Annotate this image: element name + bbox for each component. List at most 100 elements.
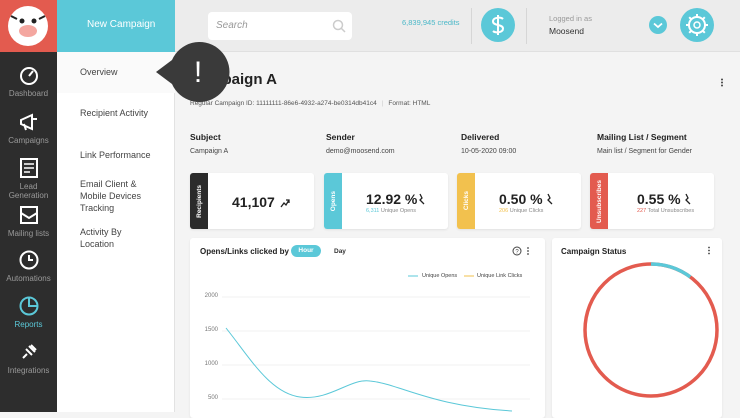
detail-label: Subject bbox=[190, 132, 221, 142]
nav-campaigns[interactable]: Campaigns bbox=[0, 111, 57, 145]
nav-reports[interactable]: Reports bbox=[0, 295, 57, 329]
status-panel: Campaign Status bbox=[552, 238, 722, 418]
submenu-header bbox=[57, 0, 175, 52]
stat-detail: 227 Total Unsubscribes bbox=[637, 208, 694, 214]
callout-icon: ! bbox=[194, 56, 202, 89]
detail-value: 10-05-2020 09:00 bbox=[461, 148, 517, 155]
stat-count-label: Total Unsubscribes bbox=[647, 208, 695, 214]
y-tick-label: 500 bbox=[207, 395, 218, 401]
nav-label: Mailing lists bbox=[7, 229, 50, 238]
campaign-id-line: Regular Campaign ID: 11111111-86e6-4932-… bbox=[190, 100, 430, 107]
divider bbox=[471, 8, 472, 44]
submenu-title[interactable]: New Campaign bbox=[87, 19, 156, 30]
y-tick-label: 1000 bbox=[204, 361, 218, 367]
more-menu[interactable] bbox=[720, 78, 724, 88]
trend-icon bbox=[280, 199, 290, 208]
stat-count-label: Unique Clicks bbox=[509, 208, 544, 214]
submenu-item[interactable]: Recipient Activity bbox=[80, 108, 149, 118]
logo-area bbox=[0, 0, 57, 52]
stat-strip: Unsubscribes bbox=[590, 173, 608, 229]
logo[interactable] bbox=[0, 0, 57, 52]
nav-label: Dashboard bbox=[8, 89, 49, 98]
stat-count: 227 bbox=[637, 208, 647, 214]
panel-title: Campaign Status bbox=[561, 247, 627, 256]
panel-title: Opens/Links clicked by bbox=[200, 247, 289, 256]
more-menu[interactable] bbox=[707, 246, 711, 256]
stat-count-label: Unique Opens bbox=[380, 208, 417, 214]
stat-detail: 6,311 Unique Opens bbox=[366, 208, 416, 214]
trend-icon bbox=[547, 193, 553, 205]
donut-chart bbox=[583, 262, 719, 398]
search-icon bbox=[332, 19, 346, 33]
grid bbox=[222, 296, 530, 400]
nav-lead-generation[interactable]: Lead Generation bbox=[0, 157, 57, 200]
submenu-selected bbox=[57, 52, 175, 93]
toggle-hour[interactable]: Hour bbox=[291, 245, 321, 257]
nav-automations[interactable]: Automations bbox=[0, 249, 57, 283]
detail-label: Sender bbox=[326, 132, 355, 142]
nav-label: Integrations bbox=[7, 366, 50, 375]
y-tick-label: 1500 bbox=[204, 327, 218, 333]
stat-label: Clicks bbox=[462, 191, 470, 211]
stat-value: 0.55 % bbox=[637, 191, 681, 207]
search-box[interactable]: Search bbox=[208, 12, 352, 40]
toggle-day[interactable]: Day bbox=[334, 248, 346, 255]
credits-button[interactable] bbox=[481, 8, 515, 42]
trend-icon bbox=[419, 193, 425, 205]
stat-strip: Recipients bbox=[190, 173, 208, 229]
detail-value: Campaign A bbox=[190, 148, 229, 155]
stat-value: 41,107 bbox=[232, 194, 275, 210]
user-dropdown[interactable] bbox=[649, 16, 667, 34]
donut-opens bbox=[583, 262, 719, 398]
submenu-item[interactable]: Overview bbox=[80, 67, 118, 77]
stat-label: Opens bbox=[329, 190, 337, 212]
stat-card: Unsubscribes 0.55 % 227 Total Unsubscrib… bbox=[590, 173, 714, 229]
stat-card: Recipients 41,107 bbox=[190, 173, 314, 229]
stat-value: 12.92 % bbox=[366, 191, 418, 207]
search-placeholder: Search bbox=[216, 20, 248, 31]
submenu-item[interactable]: Activity By Location bbox=[80, 227, 122, 249]
stat-detail: 206 Unique Clicks bbox=[499, 208, 543, 214]
trend-icon bbox=[685, 193, 691, 205]
nav-integrations[interactable]: Integrations bbox=[0, 341, 57, 375]
stat-label: Unsubscribes bbox=[595, 179, 603, 223]
divider bbox=[526, 8, 527, 44]
y-tick-label: 2000 bbox=[204, 293, 218, 299]
submenu-item[interactable]: Email Client & Mobile Devices Tracking bbox=[80, 179, 142, 213]
detail-value: demo@moosend.com bbox=[326, 148, 395, 155]
nav-label: Campaigns bbox=[8, 136, 49, 145]
detail-value: Main list / Segment for Gender bbox=[597, 148, 692, 155]
detail-label: Delivered bbox=[461, 132, 500, 142]
submenu-item[interactable]: Link Performance bbox=[80, 150, 151, 160]
stat-card: Opens 12.92 % 6,311 Unique Opens bbox=[324, 173, 448, 229]
campaign-format: Format: HTML bbox=[388, 100, 431, 107]
nav-dashboard[interactable]: Dashboard bbox=[0, 64, 57, 98]
unique-opens-line bbox=[225, 327, 513, 412]
detail-label: Mailing List / Segment bbox=[597, 132, 687, 142]
nav-label: Automations bbox=[6, 274, 51, 283]
settings-button[interactable] bbox=[680, 8, 714, 42]
stat-card: Clicks 0.50 % 206 Unique Clicks bbox=[457, 173, 581, 229]
stat-label: Recipients bbox=[195, 184, 203, 218]
nav-label: Lead Generation bbox=[8, 182, 49, 200]
credits: 6,839,945 credits bbox=[402, 18, 460, 27]
panel-icons[interactable]: ? bbox=[512, 246, 532, 256]
legend-swatch bbox=[408, 275, 418, 277]
nav-label: Reports bbox=[14, 320, 43, 329]
logged-in-label: Logged in as bbox=[549, 14, 592, 23]
line-chart bbox=[222, 296, 530, 412]
user-name: Moosend bbox=[549, 26, 584, 36]
legend-swatch bbox=[464, 275, 474, 277]
callout: ! bbox=[156, 42, 230, 102]
stat-count: 6,311 bbox=[366, 208, 380, 214]
svg-text:?: ? bbox=[515, 250, 519, 256]
nav-mailing-lists[interactable]: Mailing lists bbox=[0, 204, 57, 238]
campaign-id: Regular Campaign ID: 11111111-86e6-4932-… bbox=[190, 100, 377, 107]
stat-value: 0.50 % bbox=[499, 191, 543, 207]
donut-remainder bbox=[583, 262, 719, 398]
legend-label: Unique Link Clicks bbox=[477, 273, 523, 279]
stat-count: 206 bbox=[499, 208, 509, 214]
legend-label: Unique Opens bbox=[422, 273, 458, 279]
